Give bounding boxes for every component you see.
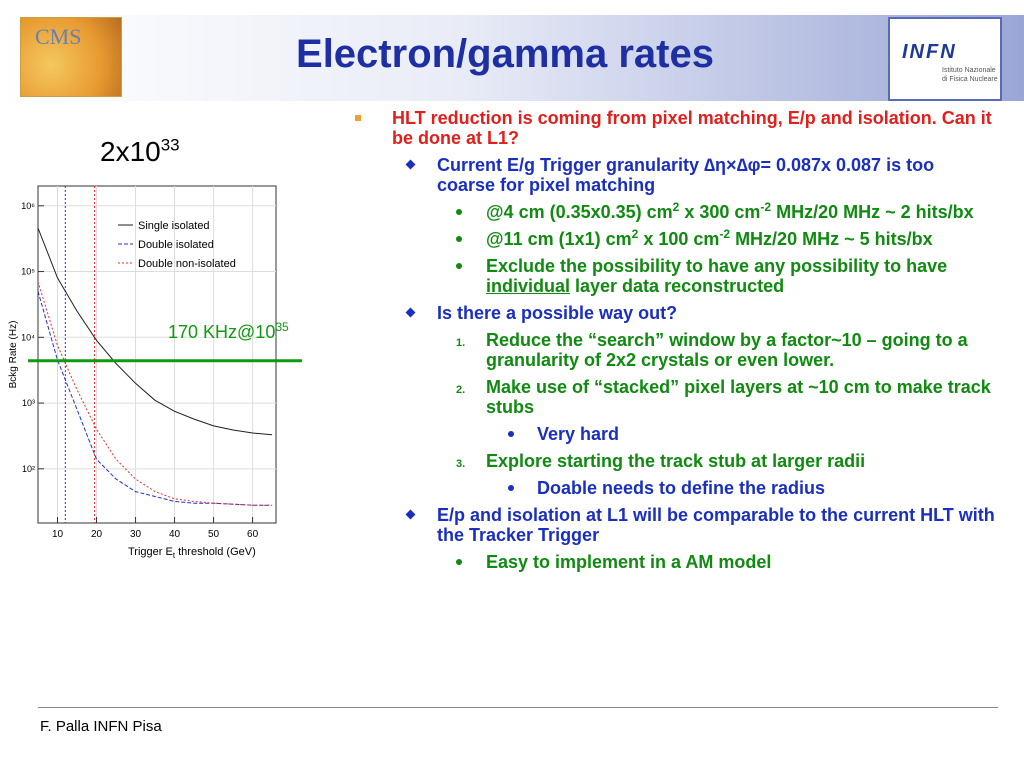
bullet-number: 2. (456, 384, 466, 396)
bullet-text: @4 cm (0.35x0.35) cm (486, 202, 673, 222)
logo-text: INFN (902, 41, 957, 63)
bullet-text: Reduce the “search” window by a factor~1… (486, 330, 968, 370)
rate-label-base: 170 KHz@10 (168, 322, 275, 342)
footer-line (38, 707, 998, 708)
legend-label: Single isolated (138, 220, 210, 232)
bullet-item: Easy to implement in a AM model (355, 552, 995, 572)
bullet-text: HLT reduction is coming from pixel match… (392, 108, 992, 148)
logo-infn: INFN Istituto Nazionale di Fisica Nucleare (888, 17, 1002, 101)
x-tick-label: 60 (247, 529, 259, 540)
logo-sub: Istituto Nazionale (942, 67, 996, 74)
bullet-text: @11 cm (1x1) cm (486, 229, 632, 249)
y-tick-label: 10⁶ (21, 201, 35, 211)
plot-caption: 2x1033 (100, 136, 180, 168)
y-tick-label: 10⁵ (21, 267, 35, 277)
bullet-item: Exclude the possibility to have any poss… (355, 256, 995, 296)
bullet-number: 1. (456, 337, 466, 349)
bullet-text: layer data reconstructed (570, 276, 785, 296)
rate-label: 170 KHz@1035 (168, 320, 289, 342)
caption-base: 2x10 (100, 136, 161, 167)
legend-label: Double isolated (138, 239, 214, 251)
slide-title: Electron/gamma rates (296, 32, 714, 76)
y-tick-label: 10³ (22, 398, 35, 408)
bullet-marker (456, 236, 462, 242)
logo-text: CMS (35, 24, 82, 49)
bullet-text: x 100 cm (638, 229, 720, 249)
bullet-text: 2 (672, 200, 680, 214)
y-tick-label: 10⁴ (21, 332, 35, 342)
bullet-text: Make use of “stacked” pixel layers at ~1… (486, 377, 991, 417)
bullet-item: Current E/g Trigger granularity ∆η×∆φ= 0… (355, 155, 995, 195)
x-label-part: t (173, 551, 176, 560)
bullet-marker (508, 485, 514, 491)
caption-exp: 33 (160, 135, 180, 155)
series-line (37, 281, 273, 506)
bullet-marker (456, 209, 462, 215)
y-axis-label: Bckg Rate (Hz) (8, 321, 19, 389)
bullet-item: 1. Reduce the “search” window by a factor… (355, 330, 995, 370)
bullet-item: 3. Explore starting the track stub at lar… (355, 451, 995, 471)
bullet-marker (405, 307, 416, 318)
bullet-text: individual (486, 276, 571, 296)
chart: 10 20 30 40 50 60 10² 10³ 10⁴ 10⁵ 10⁶ Single isolat… (8, 185, 302, 560)
series-line (37, 227, 273, 436)
x-tick-label: 20 (91, 529, 103, 540)
bullet-item: Doable needs to define the radius (355, 478, 995, 498)
bullet-text: MHz/20 MHz ~ 5 hits/bx (730, 229, 933, 249)
bullet-text: Doable needs to define the radius (537, 478, 826, 498)
bullet-marker (456, 559, 462, 565)
bullet-item: @4 cm (0.35x0.35) cm2 x 300 cm-2 MHz/20 … (355, 200, 995, 222)
bullet-list: HLT reduction is coming from pixel match… (355, 108, 995, 579)
bullet-marker (456, 263, 462, 269)
legend-label: Double non-isolated (138, 258, 236, 270)
bullet-text: Easy to implement in a AM model (486, 552, 772, 572)
bullet-number: 3. (456, 458, 466, 470)
bullet-item: E/p and isolation at L1 will be comparab… (355, 505, 995, 545)
bullet-text: Current E/g Trigger granularity ∆η×∆φ= 0… (437, 155, 935, 195)
bullet-marker (405, 509, 416, 520)
x-tick-label: 10 (52, 529, 64, 540)
bullet-text: E/p and isolation at L1 will be comparab… (437, 505, 995, 545)
rate-label-exp: 35 (275, 320, 289, 334)
bullet-text: -2 (760, 200, 772, 214)
x-label-part: Trigger E (128, 546, 173, 558)
x-tick-label: 30 (130, 529, 142, 540)
plot-frame (37, 185, 277, 524)
bullet-marker (508, 431, 514, 437)
header-bar (0, 15, 1024, 101)
bullet-text: Very hard (537, 424, 620, 444)
bullet-text: x 300 cm (679, 202, 761, 222)
y-tick-label: 10² (22, 464, 35, 474)
bullet-item: HLT reduction is coming from pixel match… (355, 108, 995, 148)
bullet-text: MHz/20 MHz ~ 2 hits/bx (771, 202, 974, 222)
bullet-item: Very hard (355, 424, 995, 444)
bullet-marker (405, 159, 416, 170)
x-label-part: threshold (GeV) (175, 546, 256, 558)
x-tick-label: 40 (169, 529, 181, 540)
x-tick-label: 50 (208, 529, 220, 540)
x-axis-label: Trigger Et threshold (GeV) (128, 546, 256, 560)
footer: F. Palla INFN Pisa (40, 718, 162, 735)
bullet-text: Exclude the possibility to have any poss… (486, 256, 948, 276)
logo-cms: CMS (20, 17, 122, 97)
bullet-item: Is there a possible way out? (355, 303, 995, 323)
bullet-marker (355, 115, 361, 121)
bullet-text: -2 (719, 227, 731, 241)
bullet-item: @11 cm (1x1) cm2 x 100 cm-2 MHz/20 MHz ~… (355, 227, 995, 249)
bullet-text: 2 (631, 227, 639, 241)
logo-sub: di Fisica Nucleare (942, 76, 998, 83)
bullet-text: Explore starting the track stub at large… (486, 451, 866, 471)
bullet-item: 2. Make use of “stacked” pixel layers at … (355, 377, 995, 417)
bullet-text: Is there a possible way out? (437, 303, 678, 323)
